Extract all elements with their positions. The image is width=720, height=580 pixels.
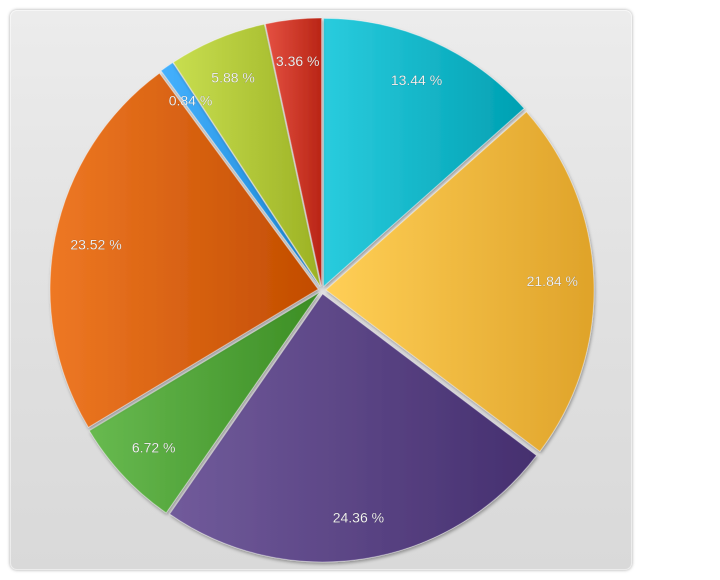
slice-label: 5.88 % bbox=[211, 69, 255, 85]
slice-label: 0.84 % bbox=[169, 93, 213, 109]
pie-slice[interactable] bbox=[323, 17, 525, 288]
slice-label: 3.36 % bbox=[276, 53, 320, 69]
pie-slice[interactable] bbox=[160, 61, 321, 288]
pie-slice[interactable] bbox=[49, 72, 319, 428]
pie-slice[interactable] bbox=[88, 292, 320, 514]
slice-label: 13.44 % bbox=[391, 72, 442, 88]
slice-label: 21.84 % bbox=[527, 273, 578, 289]
labels-layer: 13.44 % 21.84 % 24.36 % 6.72 % 23.52 % 0.84 %… bbox=[70, 53, 578, 526]
slice-label: 6.72 % bbox=[132, 440, 176, 456]
pie-slice[interactable] bbox=[264, 17, 323, 287]
slices-layer bbox=[49, 17, 595, 563]
pie-slice[interactable] bbox=[169, 293, 538, 563]
pie-slice[interactable] bbox=[172, 23, 321, 287]
slice-label: 24.36 % bbox=[333, 510, 384, 526]
pie-slice[interactable] bbox=[325, 111, 595, 453]
slice-label: 23.52 % bbox=[70, 237, 121, 253]
